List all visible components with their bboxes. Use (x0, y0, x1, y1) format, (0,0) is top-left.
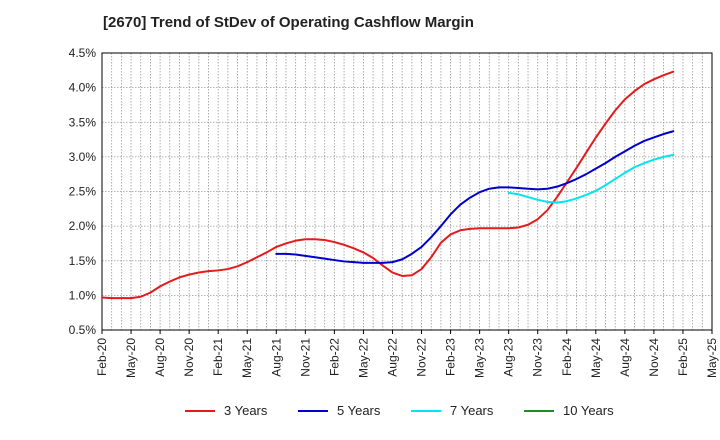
x-tick-label: Feb-22 (327, 338, 341, 376)
x-tick-label: Aug-22 (385, 338, 399, 377)
y-tick-label: 0.5% (69, 323, 97, 337)
series-layer (101, 70, 675, 300)
x-tick-label: May-21 (240, 338, 254, 378)
y-tick-label: 2.5% (69, 185, 97, 199)
plot-frame (101, 52, 713, 331)
x-tick-label: Nov-21 (298, 338, 312, 377)
y-tick-label: 3.0% (69, 150, 97, 164)
x-tick-label: May-20 (124, 338, 138, 378)
x-tick-label: Aug-23 (502, 338, 516, 377)
x-tick-label: Feb-23 (444, 338, 458, 376)
series-line-7-years (507, 153, 675, 204)
y-tick-label: 3.5% (69, 115, 97, 129)
y-tick-label: 1.5% (69, 254, 97, 268)
x-tick-label: May-24 (589, 338, 603, 378)
x-tick-label: Aug-21 (269, 338, 283, 377)
legend-label: 10 Years (563, 403, 614, 418)
series-line-3-years (101, 70, 675, 300)
x-tick-label: Nov-20 (182, 338, 196, 377)
x-tick-label: Nov-24 (647, 338, 661, 377)
grid-layer (101, 52, 713, 331)
x-tick-label: Aug-24 (618, 338, 632, 377)
x-tick-label: May-25 (705, 338, 719, 378)
legend-label: 5 Years (337, 403, 381, 418)
x-tick-label: May-22 (356, 338, 370, 378)
chart-title: [2670] Trend of StDev of Operating Cashf… (103, 14, 474, 31)
x-tick-label: Feb-25 (676, 338, 690, 376)
x-tick-label: Nov-23 (531, 338, 545, 377)
y-tick-label: 2.0% (69, 219, 97, 233)
y-axis-ticks: 0.5% 1.0% 1.5% 2.0% 2.5% 3.0% 3.5% 4.0% 4.5% (69, 46, 97, 337)
series-line-5-years (275, 130, 675, 264)
x-tick-label: Aug-20 (153, 338, 167, 377)
legend-label: 7 Years (450, 403, 494, 418)
x-tick-label: Feb-20 (95, 338, 109, 376)
legend-label: 3 Years (224, 403, 268, 418)
x-tick-label: Nov-22 (415, 338, 429, 377)
y-tick-label: 1.0% (69, 288, 97, 302)
legend: 3 Years 5 Years 7 Years 10 Years (185, 403, 614, 418)
y-tick-label: 4.5% (69, 46, 97, 60)
x-tick-label: Feb-24 (560, 338, 574, 376)
x-tick-label: Feb-21 (211, 338, 225, 376)
x-tick-label: May-23 (473, 338, 487, 378)
y-tick-label: 4.0% (69, 81, 97, 95)
x-axis-ticks: Feb-20 May-20 Aug-20 Nov-20 Feb-21 May-21 Aug-… (95, 330, 719, 378)
